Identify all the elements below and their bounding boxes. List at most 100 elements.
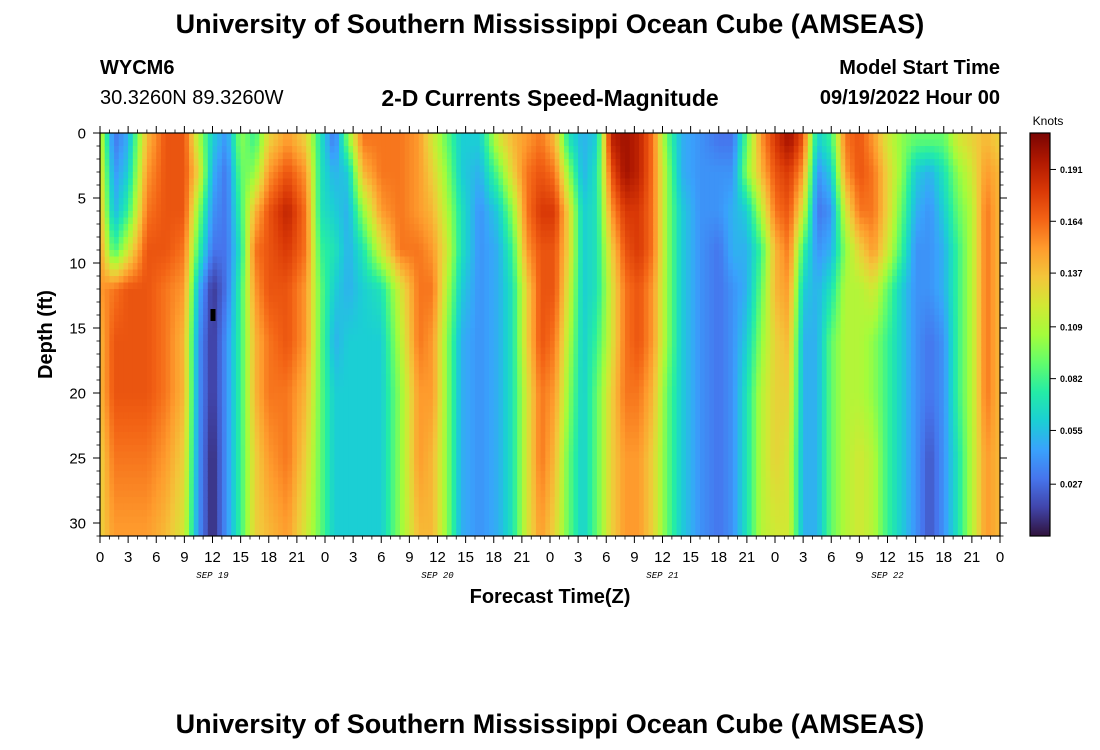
heatmap-cell [404, 490, 410, 498]
heatmap-cell [151, 464, 157, 472]
heatmap-cell [245, 471, 251, 479]
heatmap-cell [287, 406, 293, 414]
heatmap-cell [128, 490, 134, 498]
heatmap-cell [423, 295, 429, 303]
heatmap-cell [292, 185, 298, 193]
heatmap-cell [414, 464, 420, 472]
heatmap-cell [334, 406, 340, 414]
heatmap-cell [404, 406, 410, 414]
heatmap-cell [348, 139, 354, 147]
heatmap-cell [160, 367, 167, 375]
heatmap-cell [423, 211, 429, 219]
heatmap-cell [287, 191, 293, 199]
heatmap-cell [207, 490, 214, 498]
heatmap-cell [465, 347, 471, 355]
heatmap-cell [437, 133, 443, 141]
heatmap-cell [470, 256, 476, 264]
heatmap-cell [315, 464, 321, 472]
heatmap-cell [146, 282, 153, 290]
heatmap-cell [343, 464, 350, 472]
heatmap-cell [264, 490, 270, 498]
heatmap-cell [296, 308, 303, 316]
heatmap-cell [198, 289, 204, 297]
heatmap-cell [428, 289, 434, 297]
heatmap-cell [456, 256, 462, 264]
heatmap-cell [353, 503, 359, 511]
heatmap-cell [287, 133, 293, 141]
heatmap-cell [118, 282, 125, 290]
heatmap-cell [367, 133, 373, 141]
heatmap-cell [371, 406, 378, 414]
heatmap-cell [357, 204, 364, 212]
heatmap-cell [423, 230, 429, 238]
heatmap-cell [296, 152, 303, 160]
heatmap-cell [254, 490, 260, 498]
heatmap-cell [273, 276, 279, 284]
heatmap-cell [184, 347, 190, 355]
heatmap-cell [423, 464, 429, 472]
heatmap-cell [428, 503, 434, 511]
heatmap-cell [432, 211, 439, 219]
heatmap-cell [437, 276, 443, 284]
heatmap-cell [404, 360, 410, 368]
heatmap-cell [315, 484, 321, 492]
heatmap-cell [409, 276, 415, 284]
heatmap-cell [367, 503, 373, 511]
heatmap-cell [404, 347, 410, 355]
heatmap-cell [423, 243, 429, 251]
heatmap-cell [409, 295, 415, 303]
heatmap-cell [446, 406, 453, 414]
heatmap-cell [189, 516, 195, 524]
heatmap-cell [221, 211, 228, 219]
heatmap-cell [203, 204, 209, 212]
heatmap-cell [385, 341, 392, 349]
heatmap-cell [465, 503, 471, 511]
heatmap-cell [160, 523, 167, 531]
heatmap-cell [184, 204, 190, 212]
heatmap-cell [212, 373, 218, 381]
heatmap-cell [465, 490, 471, 498]
heatmap-cell [226, 341, 232, 349]
heatmap-cell [315, 295, 321, 303]
heatmap-cell [146, 178, 153, 186]
heatmap-cell [287, 211, 293, 219]
heatmap-cell [282, 321, 289, 329]
heatmap-cell [339, 159, 345, 167]
heatmap-cell [128, 477, 134, 485]
heatmap-cell [268, 289, 275, 297]
heatmap-cell [376, 243, 382, 251]
heatmap-cell [442, 282, 448, 290]
heatmap-cell [254, 152, 260, 160]
heatmap-cell [160, 289, 167, 297]
heatmap-cell [334, 367, 340, 375]
heatmap-cell [320, 464, 326, 472]
heatmap-cell [287, 289, 293, 297]
heatmap-cell [343, 152, 350, 160]
heatmap-cell [217, 412, 223, 420]
heatmap-cell [470, 510, 476, 518]
heatmap-cell [465, 477, 471, 485]
heatmap-cell [240, 178, 246, 186]
heatmap-cell [400, 211, 406, 219]
heatmap-cell [310, 250, 317, 258]
heatmap-cell [287, 354, 293, 362]
heatmap-cell [175, 185, 181, 193]
heatmap-cell [273, 484, 279, 492]
heatmap-cell [100, 152, 106, 160]
heatmap-cell [381, 367, 387, 375]
heatmap-cell [339, 250, 345, 258]
heatmap-cell [296, 185, 303, 193]
heatmap-cell [371, 152, 378, 160]
heatmap-cell [325, 445, 331, 453]
heatmap-cell [390, 477, 396, 485]
heatmap-cell [212, 438, 218, 446]
heatmap-cell [310, 341, 317, 349]
heatmap-cell [334, 198, 340, 206]
heatmap-cell [160, 373, 167, 381]
heatmap-cell [231, 224, 237, 232]
heatmap-cell [400, 289, 406, 297]
heatmap-cell [221, 503, 228, 511]
heatmap-cell [146, 516, 153, 524]
heatmap-cell [198, 347, 204, 355]
heatmap-cell [132, 360, 139, 368]
